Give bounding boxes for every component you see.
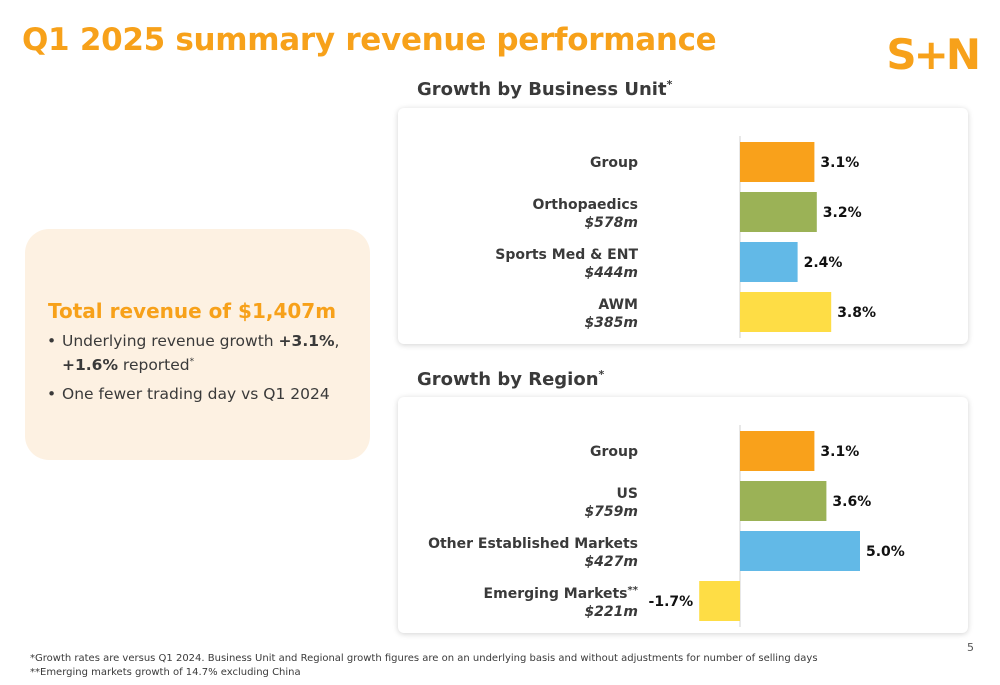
chart1-bar bbox=[740, 431, 815, 471]
chart0-bar bbox=[740, 292, 832, 332]
chart0-category-label: Orthopaedics bbox=[533, 197, 639, 213]
chart1-value-label: 5.0% bbox=[866, 544, 905, 560]
business-unit-title-mark: * bbox=[666, 78, 673, 91]
region-chart-heading: Growth by Region* bbox=[417, 368, 604, 390]
business-unit-chart: 3.1% Group 3.2% Orthopaedics $578m 2.4% Sports… bbox=[495, 136, 876, 338]
chart0-bar bbox=[740, 142, 815, 182]
chart1-category-label: Other Established Markets bbox=[428, 536, 638, 552]
page-number: 5 bbox=[967, 641, 974, 654]
chart0-bar bbox=[740, 192, 817, 232]
region-chart: 3.1% Group 3.6% US $759m 5.0% Other Establishe… bbox=[428, 425, 905, 627]
chart1-category-label: Group bbox=[590, 444, 638, 460]
chart0-bar bbox=[740, 242, 798, 282]
chart0-value-label: 2.4% bbox=[804, 255, 843, 271]
reported-growth-value: +1.6% bbox=[62, 356, 118, 375]
chart0-category-sublabel: $444m bbox=[584, 265, 638, 281]
reported-text: reported bbox=[117, 356, 190, 375]
chart1-category-mark: ** bbox=[628, 585, 639, 596]
growth-text: Underlying revenue growth bbox=[62, 332, 279, 350]
footnote-1: *Growth rates are versus Q1 2024. Busine… bbox=[30, 653, 818, 664]
region-chart-title: Growth by Region bbox=[417, 369, 599, 390]
chart1-category-label: Emerging Markets** bbox=[484, 585, 639, 603]
summary-bullet-growth: Underlying revenue growth +3.1%, +1.6% r… bbox=[47, 331, 357, 376]
footnote-2: **Emerging markets growth of 14.7% exclu… bbox=[30, 667, 301, 678]
page-title: Q1 2025 summary revenue performance bbox=[22, 22, 717, 58]
chart0-value-label: 3.2% bbox=[823, 205, 862, 221]
chart0-value-label: 3.1% bbox=[820, 155, 859, 171]
chart1-value-label: 3.6% bbox=[832, 494, 871, 510]
business-unit-chart-title: Growth by Business Unit bbox=[417, 79, 667, 100]
footnote-mark: * bbox=[189, 357, 195, 367]
footnotes: *Growth rates are versus Q1 2024. Busine… bbox=[30, 652, 818, 680]
region-title-mark: * bbox=[598, 368, 605, 381]
chart1-category-sublabel: $427m bbox=[584, 554, 638, 570]
chart1-bar bbox=[740, 531, 860, 571]
chart1-bar bbox=[740, 481, 827, 521]
chart1-value-label: -1.7% bbox=[649, 594, 694, 610]
growth-separator: , bbox=[334, 332, 340, 350]
summary-bullet-trading-day: One fewer trading day vs Q1 2024 bbox=[47, 384, 357, 405]
chart0-category-label: Sports Med & ENT bbox=[495, 247, 638, 263]
underlying-growth-value: +3.1% bbox=[278, 332, 335, 350]
chart1-value-label: 3.1% bbox=[820, 444, 859, 460]
chart0-category-label: Group bbox=[590, 155, 638, 171]
region-chart-card: 3.1% Group 3.6% US $759m 5.0% Other Establishe… bbox=[398, 397, 968, 633]
chart1-bar bbox=[699, 581, 740, 621]
chart0-category-label: AWM bbox=[598, 297, 638, 313]
business-unit-chart-card: 3.1% Group 3.2% Orthopaedics $578m 2.4% Sports… bbox=[398, 108, 968, 344]
chart1-category-sublabel: $759m bbox=[584, 504, 638, 520]
summary-card: Total revenue of $1,407m Underlying reve… bbox=[25, 229, 370, 460]
total-revenue-headline: Total revenue of $1,407m bbox=[48, 299, 337, 323]
business-unit-chart-heading: Growth by Business Unit* bbox=[417, 78, 672, 100]
chart0-category-sublabel: $578m bbox=[584, 215, 638, 231]
summary-list: Underlying revenue growth +3.1%, +1.6% r… bbox=[47, 331, 357, 413]
chart0-category-sublabel: $385m bbox=[584, 315, 638, 331]
company-logo: S+N bbox=[886, 30, 981, 79]
chart0-value-label: 3.8% bbox=[837, 305, 876, 321]
chart1-category-label: US bbox=[617, 486, 638, 502]
chart1-category-sublabel: $221m bbox=[584, 604, 638, 620]
